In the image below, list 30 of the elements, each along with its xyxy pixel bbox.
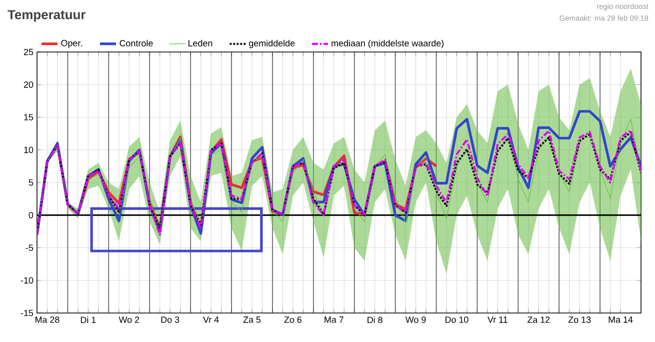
x-tick-label: Za 5 bbox=[243, 316, 261, 323]
x-tick-label: Zo 13 bbox=[568, 316, 591, 323]
y-tick-label: -5 bbox=[26, 244, 34, 251]
legend-label: Leden bbox=[188, 40, 212, 46]
x-tick-label: Ma 28 bbox=[36, 316, 60, 323]
y-tick-label: -15 bbox=[20, 310, 34, 316]
x-tick-label: Zo 6 bbox=[284, 316, 302, 323]
x-tick-label: Vr 4 bbox=[203, 316, 219, 323]
y-tick-label: 15 bbox=[24, 114, 34, 120]
x-tick-label: Vr 11 bbox=[488, 316, 508, 323]
y-tick-label: -10 bbox=[20, 277, 34, 284]
legend-label: mediaan (middelste waarde) bbox=[332, 40, 444, 48]
chart-title: Temperatuur bbox=[8, 10, 86, 22]
x-tick-label: Di 8 bbox=[368, 316, 382, 324]
legend-label: Oper. bbox=[61, 40, 82, 48]
y-tick-label: 5 bbox=[28, 179, 34, 186]
x-tick-label: Za 12 bbox=[527, 316, 550, 323]
x-tick-label: Di 1 bbox=[80, 316, 96, 324]
x-tick-label: Do 10 bbox=[446, 316, 468, 323]
legend-label: gemiddelde bbox=[249, 40, 295, 48]
y-tick-label: 25 bbox=[24, 48, 34, 56]
x-tick-label: Do 3 bbox=[161, 316, 180, 323]
x-tick-label: Ma 7 bbox=[324, 316, 344, 323]
legend-label: Controle bbox=[120, 40, 153, 46]
x-tick-label: Ma 14 bbox=[608, 316, 633, 323]
y-tick-label: 20 bbox=[24, 81, 34, 88]
y-tick-label: 0 bbox=[28, 212, 34, 218]
y-tick-label: 10 bbox=[24, 146, 34, 154]
x-tick-label: Wo 2 bbox=[118, 316, 140, 323]
x-tick-label: Wo 9 bbox=[405, 316, 426, 323]
